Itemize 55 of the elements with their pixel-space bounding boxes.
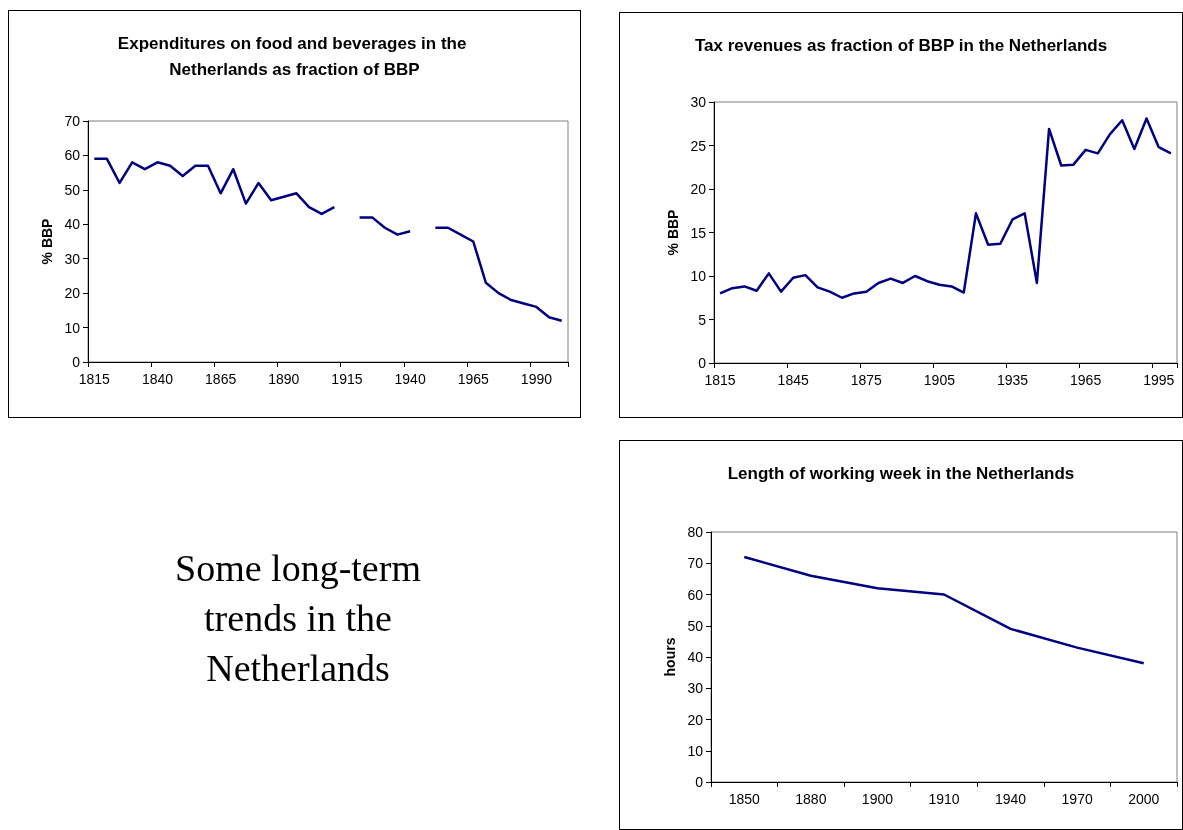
y-tick-label: 5 — [698, 311, 707, 328]
y-tick-label: 25 — [690, 137, 707, 154]
x-tick-label: 1905 — [923, 372, 956, 388]
x-tick-label: 1850 — [728, 791, 761, 807]
x-tick-label: 1935 — [996, 372, 1029, 388]
x-tick-label: 1840 — [141, 371, 174, 387]
x-tick-label: 1890 — [268, 371, 300, 387]
y-tick-label: 10 — [690, 268, 707, 284]
x-tick-label: 1880 — [795, 791, 827, 807]
y-tick-label: 60 — [687, 586, 704, 603]
x-tick-label: 1965 — [1070, 372, 1102, 388]
y-tick-label: 30 — [687, 680, 704, 697]
y-tick-label: 60 — [64, 147, 81, 164]
y-tick-label: 70 — [687, 555, 704, 572]
x-tick-label: 1865 — [205, 371, 237, 387]
text: Some long-term trends in the Netherlands — [174, 546, 422, 691]
x-tick-label: 1970 — [1061, 791, 1093, 807]
y-tick-label: 80 — [687, 524, 704, 540]
x-tick-label: 1940 — [394, 371, 426, 387]
y-tick-label: 15 — [690, 224, 707, 241]
y-tick-label: 20 — [64, 285, 81, 302]
x-tick-label: 1875 — [850, 372, 883, 388]
y-tick-label: 70 — [64, 113, 81, 129]
x-tick-label: 1815 — [78, 371, 111, 387]
x-tick-label: 1995 — [1143, 372, 1175, 388]
y-axis-title: % BBP — [38, 218, 55, 265]
y-tick-label: 30 — [690, 94, 707, 110]
y-tick-label: 0 — [72, 354, 81, 370]
line-series — [743, 555, 1145, 665]
x-tick-label: 1940 — [994, 791, 1027, 807]
x-tick-label: 1990 — [520, 371, 553, 387]
y-tick-label: 10 — [64, 319, 81, 336]
chart-title: Expenditures on food and beverages in the Netherlands as fraction of BBP — [117, 33, 472, 79]
y-tick-label: 30 — [64, 250, 81, 267]
y-tick-label: 0 — [695, 774, 704, 790]
x-tick-label: 1845 — [777, 372, 809, 388]
x-tick-label: 1900 — [861, 791, 894, 807]
y-tick-label: 40 — [687, 649, 704, 665]
x-tick-label: 1915 — [331, 371, 363, 387]
line-series — [718, 117, 1173, 299]
y-tick-label: 0 — [698, 355, 707, 371]
y-axis-title: % BBP — [664, 209, 681, 256]
y-tick-label: 20 — [690, 181, 707, 197]
y-tick-label: 50 — [64, 181, 81, 198]
y-axis-title: hours — [661, 637, 678, 677]
x-tick-label: 1815 — [704, 372, 736, 388]
x-tick-label: 2000 — [1128, 791, 1160, 807]
y-tick-label: 20 — [687, 711, 704, 728]
y-tick-label: 50 — [687, 617, 704, 634]
chart-title: Length of working week in the Netherlands — [727, 463, 1075, 483]
chart-title: Tax revenues as fraction of BBP in the Netherlands — [694, 35, 1108, 55]
y-tick-label: 10 — [687, 742, 704, 759]
y-tick-label: 40 — [64, 216, 81, 233]
x-tick-label: 1910 — [928, 791, 960, 807]
x-tick-label: 1965 — [457, 371, 490, 387]
